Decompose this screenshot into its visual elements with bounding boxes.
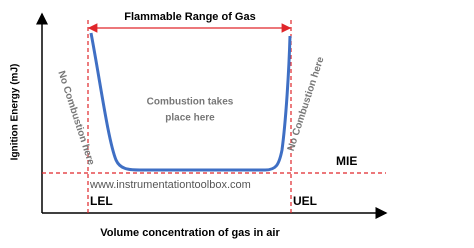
y-axis-label: Ignition Energy (mJ) (10, 64, 21, 161)
uel-label: UEL (293, 194, 317, 208)
left-region-label: No Combustion here (55, 70, 96, 167)
x-axis-label: Volume concentration of gas in air (100, 227, 280, 239)
right-region-label: No Combustion here (286, 55, 327, 152)
ignition-curve (89, 32, 292, 172)
mie-label: MIE (336, 154, 357, 168)
watermark: www.instrumentationtoolbox.com (89, 179, 251, 191)
lel-label: LEL (90, 194, 113, 208)
center-region-label: Combustion takes (147, 97, 234, 108)
center-region-label: place here (165, 113, 215, 124)
title: Flammable Range of Gas (124, 11, 255, 23)
